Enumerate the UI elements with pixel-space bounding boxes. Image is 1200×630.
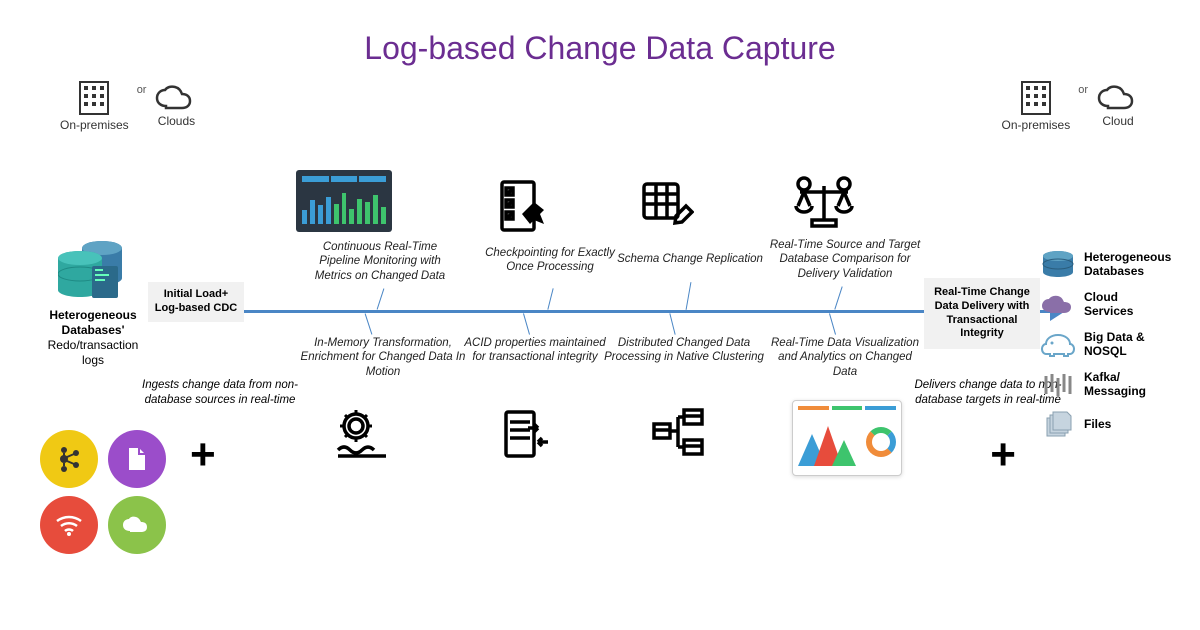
tick	[686, 282, 692, 310]
cloud-source-icon	[108, 496, 166, 554]
tick	[547, 288, 553, 310]
messaging-icon	[1040, 370, 1076, 400]
feature-above-1: Checkpointing for Exactly Once Processin…	[475, 246, 625, 275]
delivery-box: Real-Time Change Data Delivery with Tran…	[924, 278, 1040, 349]
target-label: Kafka/ Messaging	[1084, 371, 1170, 399]
tick	[834, 286, 842, 309]
tick	[377, 288, 385, 309]
target-row: Cloud Services	[1040, 290, 1170, 320]
onprem-label: On-premises	[60, 118, 129, 132]
source-heading-1: Heterogeneous	[38, 308, 148, 323]
checkpoint-icon	[498, 178, 550, 234]
viz-dashboard-icon	[792, 400, 902, 476]
source-sub: Redo/transaction logs	[38, 338, 148, 368]
building-icon	[1020, 80, 1052, 116]
page-title: Log-based Change Data Capture	[0, 30, 1200, 67]
database-icon	[1040, 250, 1076, 280]
files-icon	[1040, 410, 1076, 440]
tick	[523, 313, 530, 334]
feature-below-2: Distributed Changed Data Processing in N…	[604, 336, 764, 365]
deploy-right: On-premises or Cloud	[1002, 80, 1140, 132]
target-label: Big Data & NOSQL	[1084, 331, 1170, 359]
acid-icon	[500, 406, 552, 462]
or-label: or	[137, 84, 147, 96]
comparison-icon	[790, 176, 858, 232]
target-row: Big Data & NOSQL	[1040, 330, 1170, 360]
tick	[669, 313, 675, 335]
plus-icon: +	[190, 430, 216, 480]
deploy-left: On-premises or Clouds	[60, 80, 198, 132]
file-source-icon	[108, 430, 166, 488]
tick	[829, 313, 836, 334]
schema-icon	[640, 180, 694, 232]
cloud-icon	[1096, 84, 1140, 112]
targets-list: Heterogeneous Databases Cloud Services B…	[1040, 250, 1170, 440]
cloud-icon	[154, 84, 198, 112]
target-label: Cloud Services	[1084, 291, 1170, 319]
feature-below-0: In-Memory Transformation, Enrichment for…	[298, 336, 468, 379]
cloud-icon	[1040, 290, 1076, 320]
or-label: or	[1078, 84, 1088, 96]
feature-above-0: Continuous Real-Time Pipeline Monitoring…	[305, 240, 455, 283]
wifi-source-icon	[40, 496, 98, 554]
initial-load-box: Initial Load+ Log-based CDC	[148, 282, 244, 322]
gear-stream-icon	[334, 410, 390, 460]
cluster-icon	[650, 406, 706, 460]
target-label: Files	[1084, 418, 1111, 432]
target-row: Heterogeneous Databases	[1040, 250, 1170, 280]
source-databases: Heterogeneous Databases' Redo/transactio…	[38, 240, 148, 368]
building-icon	[78, 80, 110, 116]
kafka-source-icon	[40, 430, 98, 488]
target-label: Heterogeneous Databases	[1084, 251, 1171, 279]
plus-icon: +	[990, 430, 1016, 480]
target-row: Files	[1040, 410, 1170, 440]
database-stack-icon	[58, 240, 128, 302]
feature-above-2: Schema Change Replication	[615, 252, 765, 266]
onprem-label: On-premises	[1002, 118, 1071, 132]
feature-below-1: ACID properties maintained for transacti…	[460, 336, 610, 365]
target-row: Kafka/ Messaging	[1040, 370, 1170, 400]
tick	[365, 313, 373, 334]
monitoring-dashboard-icon	[296, 170, 392, 232]
feature-below-3: Real-Time Data Visualization and Analyti…	[770, 336, 920, 379]
feature-above-3: Real-Time Source and Target Database Com…	[760, 238, 930, 281]
cloud-label: Cloud	[1102, 114, 1133, 128]
source-heading-2: Databases'	[38, 323, 148, 338]
source-icons	[40, 430, 180, 554]
pipeline-line	[150, 310, 1050, 313]
clouds-label: Clouds	[158, 114, 195, 128]
ingest-note: Ingests change data from non-database so…	[140, 378, 300, 408]
elephant-icon	[1040, 330, 1076, 360]
